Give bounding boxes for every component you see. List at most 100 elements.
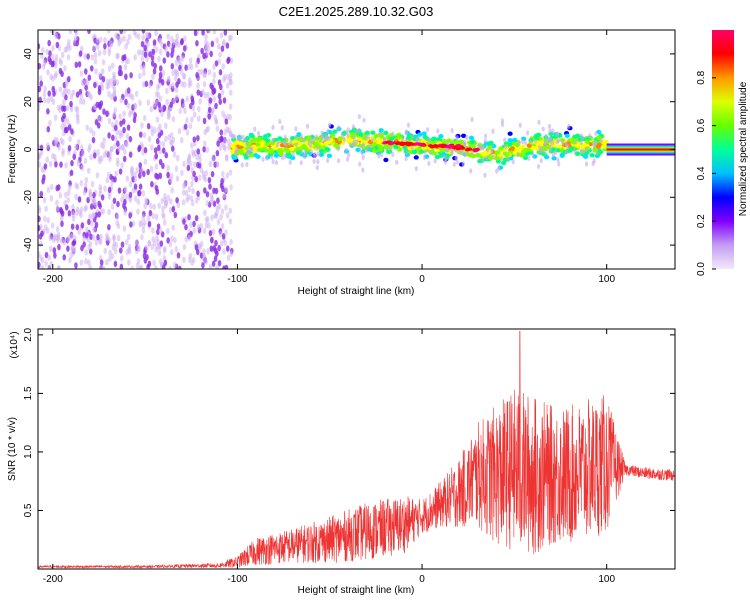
noise-cell [82, 235, 86, 242]
halo-cell [537, 119, 541, 125]
noise-cell [66, 54, 71, 61]
noise-cell [228, 169, 233, 176]
signal-cell [383, 157, 389, 163]
halo-cell [543, 149, 547, 156]
halo-cell [506, 156, 510, 162]
noise-cell [168, 241, 173, 248]
noise-cell [191, 148, 195, 156]
ridge-cell [455, 143, 462, 148]
noise-cell [170, 63, 175, 70]
noise-cell [101, 265, 106, 269]
noise-cell [211, 228, 216, 235]
noise-cell [151, 227, 155, 234]
noise-cell [135, 262, 140, 269]
noise-cell [45, 156, 50, 163]
noise-cell [125, 133, 130, 140]
halo-cell [551, 152, 555, 158]
signal-cell [507, 138, 513, 143]
noise-cell [208, 229, 213, 237]
noise-cell [126, 259, 131, 266]
y-tick-label: 0.5 [23, 503, 34, 517]
signal-cell [431, 151, 437, 156]
halo-cell [581, 148, 585, 155]
noise-cell [79, 93, 84, 100]
noise-cell [174, 245, 179, 253]
noise-cell [191, 105, 196, 112]
noise-cell [157, 55, 161, 63]
noise-cell [158, 71, 163, 79]
noise-cell [175, 33, 180, 40]
halo-cell [581, 135, 585, 141]
noise-cell [112, 233, 116, 241]
noise-cell [83, 182, 88, 189]
noise-cell [110, 203, 115, 210]
halo-cell [314, 134, 319, 140]
figure-title: C2E1.2025.289.10.32.G03 [279, 4, 434, 19]
noise-cell [143, 158, 148, 165]
noise-cell [196, 161, 200, 169]
noise-cell [87, 218, 91, 226]
noise-cell [184, 64, 188, 71]
noise-cell [154, 163, 159, 170]
signal-cell [488, 155, 494, 161]
halo-cell [470, 116, 474, 122]
noise-cell [39, 190, 44, 198]
noise-cell [228, 103, 233, 110]
noise-cell [220, 178, 224, 185]
noise-cell [109, 93, 114, 100]
halo-cell [566, 143, 570, 150]
noise-cell [174, 165, 179, 173]
signal-cell [494, 155, 500, 161]
noise-cell [43, 163, 48, 170]
noise-cell [171, 47, 175, 54]
noise-cell [196, 148, 201, 155]
noise-cell [226, 73, 230, 81]
noise-cell [166, 164, 170, 172]
noise-cell [89, 203, 94, 210]
noise-cell [156, 223, 161, 230]
noise-cell [83, 53, 87, 60]
signal-cell [512, 137, 518, 143]
noise-cell [207, 69, 212, 76]
spectrogram-x-ticks: -200 -100 0 100 [43, 30, 615, 285]
noise-cell [209, 198, 214, 205]
spectrogram-y-ticks: -40 -20 0 20 40 [23, 48, 675, 252]
noise-cell [177, 127, 182, 135]
halo-cell [551, 139, 555, 146]
noise-cell [183, 107, 187, 115]
noise-cell [216, 197, 220, 204]
halo-cell [470, 150, 474, 156]
noise-cell [98, 36, 103, 43]
noise-cell [112, 197, 117, 205]
noise-cell [114, 119, 119, 126]
noise-cell [114, 124, 118, 131]
noise-cell [149, 106, 154, 113]
halo-cell [362, 142, 366, 148]
noise-cell [87, 91, 92, 99]
halo-cell [442, 154, 446, 160]
noise-cell [138, 99, 142, 107]
x-tick-label: 100 [598, 274, 615, 285]
noise-cell [182, 256, 186, 264]
noise-cell [46, 97, 51, 104]
noise-cell [164, 46, 168, 53]
snr-frame [37, 328, 676, 570]
noise-cell [154, 30, 158, 37]
halo-cell [358, 144, 362, 150]
noise-cell [209, 245, 214, 252]
noise-cell [222, 248, 226, 255]
noise-cell [93, 37, 97, 44]
signal-cell [596, 135, 602, 140]
signal-cell [313, 141, 319, 147]
noise-cell [48, 245, 53, 252]
snr-multiplier-label: (x10⁴) [9, 331, 20, 358]
noise-cell [152, 68, 157, 75]
noise-cell [186, 164, 191, 172]
noise-cell [155, 137, 160, 145]
noise-cell [124, 73, 128, 80]
halo-cell [404, 129, 408, 135]
noise-cell [62, 239, 67, 246]
halo-cell [526, 130, 530, 136]
signal-cell [264, 141, 270, 147]
noise-cell [182, 72, 186, 80]
